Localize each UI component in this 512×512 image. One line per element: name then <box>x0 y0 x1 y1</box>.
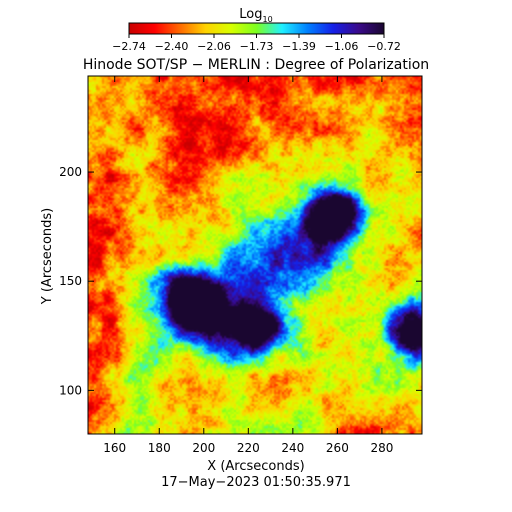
x-tick-label: 280 <box>370 441 393 455</box>
timestamp: 17−May−2023 01:50:35.971 <box>161 475 351 490</box>
colorbar-tick-label: −1.39 <box>282 40 316 53</box>
y-tick-label: 200 <box>59 165 82 179</box>
colorbar-tick-label: −2.74 <box>112 40 146 53</box>
y-tick-label: 150 <box>59 274 82 288</box>
x-tick-label: 160 <box>103 441 126 455</box>
polarization-map <box>88 76 422 434</box>
colorbar-tick-label: −2.06 <box>197 40 231 53</box>
x-axis-label: X (Arcseconds) <box>207 459 304 474</box>
x-tick-label: 180 <box>148 441 171 455</box>
colorbar <box>128 22 385 35</box>
plot-title: Hinode SOT/SP − MERLIN : Degree of Polar… <box>83 57 429 73</box>
colorbar-tick-label: −2.40 <box>155 40 189 53</box>
plot-frame <box>87 75 423 435</box>
y-tick-label: 100 <box>59 383 82 397</box>
x-axis-ticks: 160 180 200 220 240 260 280 <box>103 76 393 455</box>
x-tick-label: 220 <box>237 441 260 455</box>
x-tick-label: 200 <box>192 441 215 455</box>
colorbar-tick-label: −1.73 <box>240 40 274 53</box>
colorbar-label: Log10 <box>239 7 272 24</box>
x-tick-label: 260 <box>326 441 349 455</box>
y-axis-ticks: 100 150 200 <box>59 165 422 397</box>
colorbar-tick-label: −0.72 <box>367 40 401 53</box>
colorbar-ticks: −2.74 −2.40 −2.06 −1.73 −1.39 −1.06 −0.72 <box>112 34 401 53</box>
x-tick-label: 240 <box>281 441 304 455</box>
y-axis-label: Y (Arcseconds) <box>40 208 55 305</box>
colorbar-tick-label: −1.06 <box>325 40 359 53</box>
